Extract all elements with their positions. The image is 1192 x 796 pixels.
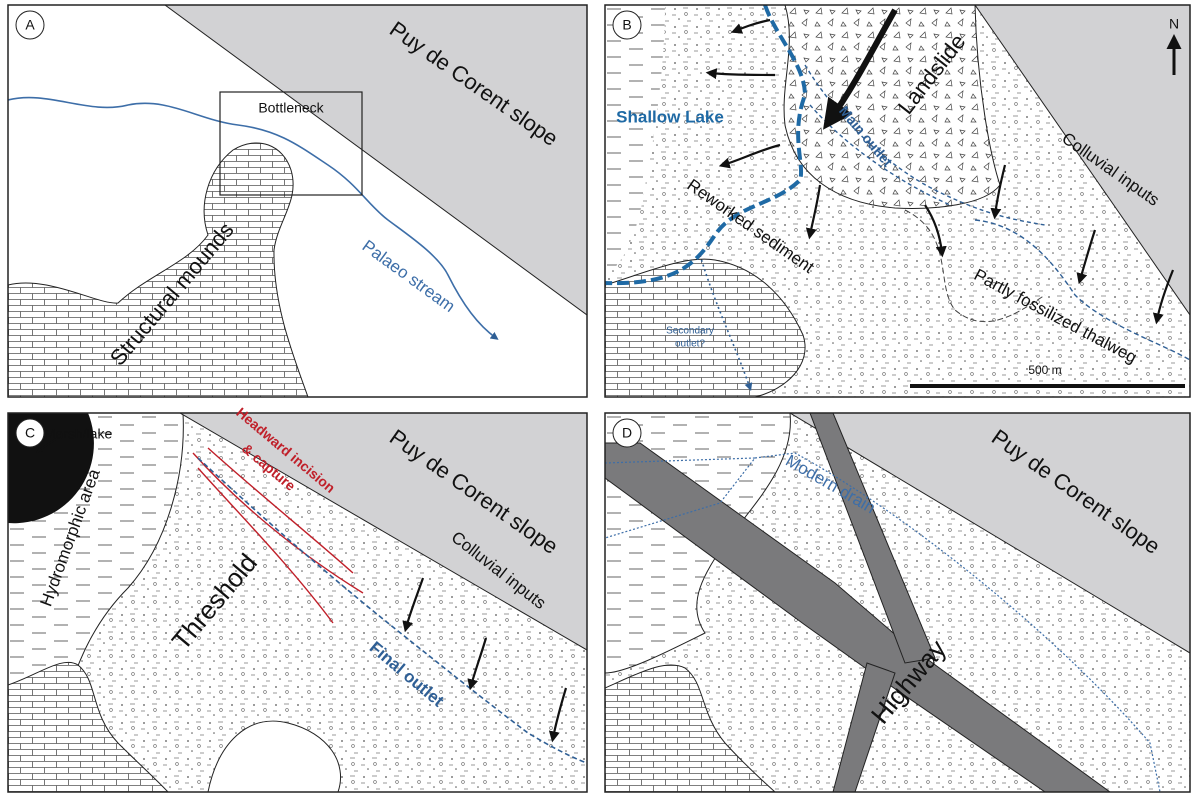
lake-label: Shallow Lake [616,107,724,126]
flow-arrow [548,687,568,743]
slope-area [179,413,587,651]
scale-label: 500 m [1028,363,1061,377]
marsh-pointer [36,438,57,453]
outcrop [207,720,342,792]
g-shape [605,5,1190,397]
lake-shore [605,5,808,286]
panel-badge [612,10,642,40]
panel-badge [15,10,45,40]
panel-label: D [622,425,632,441]
highway [605,442,1111,792]
flow-arrow [1076,229,1097,285]
slope-area [789,413,1190,654]
landslide-area [783,5,1001,209]
slope-area [164,5,587,316]
flow-arrow [1152,269,1175,325]
north-label: N [1169,16,1179,32]
flow-arrow [467,637,488,691]
panel-frame [604,412,1191,793]
panel-label: B [622,17,631,33]
highway [832,662,896,792]
bedrock [605,664,776,792]
panel-frame [7,412,588,793]
panel-frame [7,4,588,398]
flow-arrow [805,184,822,240]
panel-a: A Puy de Corent slope Bottleneck Structu… [7,4,588,398]
panel-d: D Puy de Corent slope Modern drain Highw… [604,412,1191,793]
flow-arrow [730,18,771,34]
panel-b: B N Landslide Shallow Lake Main outlet R… [604,4,1191,398]
g-shape [8,413,587,792]
incision-lines [192,447,364,624]
flow-arrow [718,143,781,169]
g-shape [8,5,587,397]
palaeo-stream [8,96,499,340]
landslide-arrow [823,8,898,130]
bedrock [8,661,169,792]
secondary-label: outlet? [675,339,705,350]
g-shape [605,413,1190,792]
final-outlet-line [197,457,587,764]
marsh [605,5,665,275]
panel-c: C Marsh/lake Hydromorphic area Headward … [7,404,588,793]
panel-label: A [25,17,35,33]
highway [809,413,936,664]
bottleneck-box [219,91,363,196]
secondary-outlet-line [699,254,753,392]
secondary-label: Secondary [666,326,714,337]
bedrock [605,258,806,397]
flow-arrow [705,68,776,80]
bottleneck-label: Bottleneck [258,100,324,116]
panel-badge [15,418,45,448]
structural-mounds [8,142,309,397]
slope-area [974,5,1190,316]
flow-arrow [924,204,947,258]
panel-badge [612,418,642,448]
flow-arrow [402,577,425,633]
sediment-limit [904,209,1046,323]
marsh-label: Marsh/lake [44,426,113,442]
panel-frame [604,4,1191,398]
modern-drain-line [605,452,1161,792]
thalweg-line [974,219,1190,361]
flow-arrow [990,164,1007,220]
panel-label: C [25,425,35,441]
